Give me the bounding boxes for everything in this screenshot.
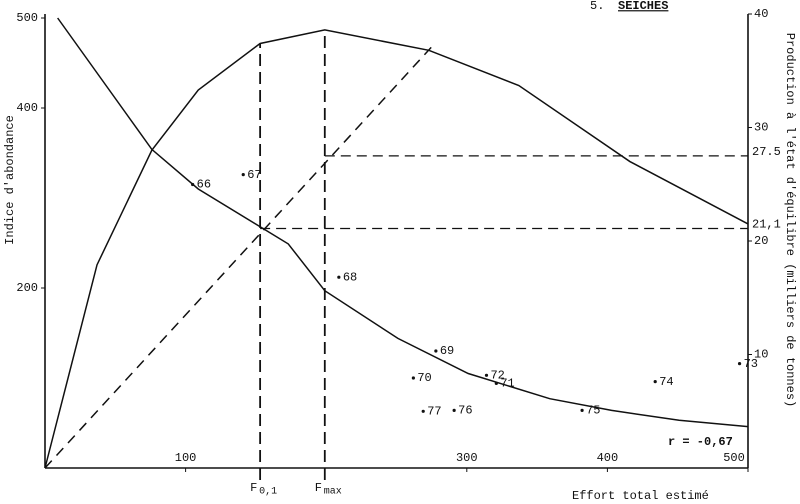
reference-label: 27.5 xyxy=(752,145,781,159)
point xyxy=(737,362,742,366)
y2-tick-label: 10 xyxy=(754,348,768,362)
y-tick-label: 200 xyxy=(16,281,38,295)
vertical-line-subscript: max xyxy=(324,487,342,498)
y2-tick-label: 30 xyxy=(754,121,768,135)
x-tick-label: 500 xyxy=(723,451,745,465)
point-label: 71 xyxy=(500,377,514,391)
point xyxy=(653,380,657,384)
reference-label: 21,1 xyxy=(752,218,781,232)
x-tick-label: 300 xyxy=(456,451,478,465)
point-label: 70 xyxy=(417,371,431,385)
curve xyxy=(44,46,433,469)
point-label: 67 xyxy=(247,168,261,182)
y-tick-label: 500 xyxy=(16,11,38,25)
point-label: 74 xyxy=(659,375,673,389)
y2-axis-label: Production à l'état d'équilibre (millier… xyxy=(783,33,797,407)
section-number: 5. xyxy=(590,0,604,13)
point-label: 68 xyxy=(343,270,357,284)
point xyxy=(484,373,489,377)
y2-tick-label: 20 xyxy=(754,234,768,248)
x-tick-label: 400 xyxy=(597,451,619,465)
point-label: 77 xyxy=(427,404,441,418)
point xyxy=(421,409,425,413)
point xyxy=(452,408,456,412)
point xyxy=(337,275,341,279)
point xyxy=(191,182,195,187)
annotation: r = -0,67 xyxy=(668,435,733,449)
point-label: 76 xyxy=(458,404,472,418)
y-axis-label: Indice d'abondance xyxy=(3,115,17,245)
chart-title: SEICHES xyxy=(618,0,668,13)
point-label: 75 xyxy=(586,404,600,418)
curve xyxy=(44,29,749,469)
point-label: 72 xyxy=(490,368,504,382)
x-axis-label: Effort total estimé xyxy=(572,489,709,503)
y-tick-label: 400 xyxy=(16,101,38,115)
vertical-line-label: F xyxy=(315,481,322,495)
curve xyxy=(57,17,749,428)
point-label: 73 xyxy=(744,357,758,371)
point xyxy=(580,408,584,412)
point xyxy=(241,173,245,177)
y2-tick-label: 40 xyxy=(754,7,768,21)
vertical-line-subscript: 0,1 xyxy=(259,487,277,498)
vertical-line-label: F xyxy=(250,481,257,495)
point xyxy=(434,349,438,353)
point-label: 69 xyxy=(440,344,454,358)
point xyxy=(494,381,498,385)
point xyxy=(411,376,415,380)
x-tick-label: 100 xyxy=(175,451,197,465)
point-label: 66 xyxy=(197,178,211,192)
